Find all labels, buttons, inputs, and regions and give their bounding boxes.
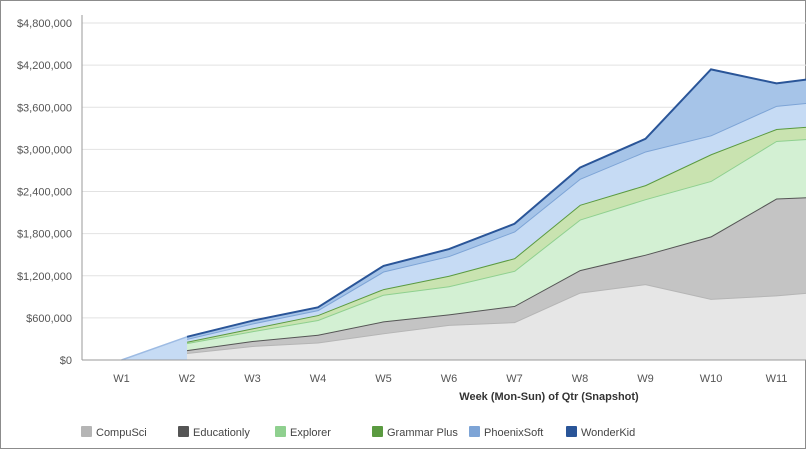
legend-label: CompuSci [96,427,147,439]
x-tick-label: W3 [244,373,261,385]
legend-swatch [566,426,577,437]
x-axis-label: Week (Mon-Sun) of Qtr (Snapshot) [459,391,639,403]
legend: CompuSci Educationly Explorer Grammar Plus P… [81,426,635,439]
y-tick-label: $3,000,000 [17,144,72,156]
y-axis-ticks: $0 $600,000 $1,200,000 $1,800,000 $2,400,000… [17,18,72,367]
legend-label: Explorer [290,427,331,439]
y-tick-label: $0 [60,355,72,367]
legend-swatch [178,426,189,437]
legend-swatch [81,426,92,437]
legend-item[interactable]: WonderKid [566,426,635,439]
x-tick-label: W5 [375,373,392,385]
legend-swatch [469,426,480,437]
x-tick-label: W9 [637,373,654,385]
y-tick-label: $1,200,000 [17,271,72,283]
x-tick-label: W1 [113,373,130,385]
legend-item[interactable]: CompuSci [81,426,147,439]
y-tick-label: $3,600,000 [17,102,72,114]
legend-label: Grammar Plus [387,427,458,439]
x-tick-label: W7 [506,373,523,385]
y-tick-label: $600,000 [26,313,72,325]
legend-item[interactable]: Educationly [178,426,250,439]
y-tick-label: $4,200,000 [17,60,72,72]
legend-item[interactable]: Explorer [275,426,331,439]
x-tick-label: W2 [179,373,196,385]
legend-label: WonderKid [581,427,635,439]
y-tick-label: $1,800,000 [17,229,72,241]
x-tick-label: W11 [766,373,788,385]
legend-item[interactable]: Grammar Plus [372,426,458,439]
y-tick-label: $4,800,000 [17,18,72,30]
legend-label: PhoenixSoft [484,427,543,439]
x-tick-label: W6 [441,373,458,385]
legend-swatch [372,426,383,437]
area-series [122,69,806,360]
x-tick-label: W10 [700,373,723,385]
y-tick-label: $2,400,000 [17,187,72,199]
x-axis-ticks: W1 W2 W3 W4 W5 W6 W7 W8 W9 W10 W11 [113,373,787,385]
legend-item[interactable]: PhoenixSoft [469,426,543,439]
legend-label: Educationly [193,427,250,439]
legend-swatch [275,426,286,437]
x-tick-label: W4 [310,373,327,385]
x-tick-label: W8 [572,373,589,385]
